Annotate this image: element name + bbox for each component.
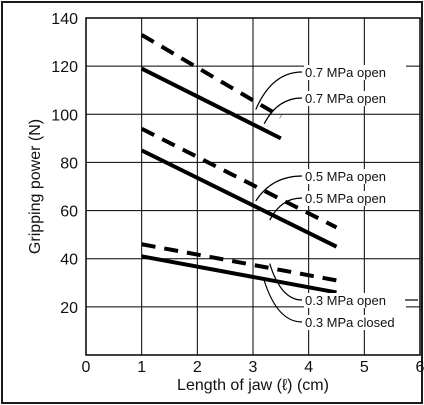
annotation-leader-line <box>255 175 303 202</box>
y-axis-label: Gripping power (N) <box>27 119 44 254</box>
annotation-label: 0.5 MPa open <box>305 169 386 184</box>
annotation-label: 0.3 MPa closed <box>305 315 395 330</box>
x-tick-label: 6 <box>416 359 424 376</box>
y-tick-label: 140 <box>51 11 78 28</box>
series-line-solid <box>140 148 338 249</box>
y-tick-label: 100 <box>51 107 78 124</box>
series-line-dashed <box>140 33 282 119</box>
y-tick-label: 40 <box>60 252 78 269</box>
plot-area <box>85 17 421 356</box>
y-tick-label: 80 <box>60 155 78 172</box>
tick-labels: 0 1 2 3 4 5 6 20 40 60 80 100 120 140 <box>51 11 424 376</box>
annotation-label-bg <box>304 65 406 80</box>
annotation-label-bg <box>304 191 406 206</box>
annotation-leader-line <box>263 97 303 125</box>
series-line-dashed <box>140 126 338 230</box>
series-line-solid <box>140 66 282 141</box>
annotation-label: 0.3 MPa open <box>305 293 386 308</box>
y-tick-label: 20 <box>60 300 78 317</box>
annotations: 0.7 MPa open 0.7 MPa open 0.5 MPa open 0.5 … <box>255 65 418 330</box>
annotation-label: 0.7 MPa open <box>305 91 386 106</box>
x-tick-label: 5 <box>360 359 369 376</box>
annotation-leader-line <box>269 197 303 221</box>
x-tick-label: 4 <box>304 359 313 376</box>
annotation-leader-line <box>255 71 303 110</box>
x-tick-label: 2 <box>193 359 202 376</box>
annotation-label: 0.7 MPa open <box>305 65 386 80</box>
x-axis-label: Length of jaw (ℓ) (cm) <box>177 377 329 394</box>
x-tick-label: 1 <box>137 359 146 376</box>
series-lines <box>140 33 338 295</box>
annotation-label-bg <box>304 169 406 184</box>
y-tick-label: 120 <box>51 59 78 76</box>
series-line-dashed <box>141 242 337 283</box>
annotation-leader-line <box>269 263 303 301</box>
y-tick-label: 60 <box>60 204 78 221</box>
annotation-label: 0.5 MPa open <box>305 191 386 206</box>
annotation-label-bg <box>304 293 406 308</box>
annotation-label-bg <box>304 315 406 330</box>
annotation-label-bg <box>304 91 406 106</box>
series-line-solid <box>141 254 337 295</box>
x-tick-label: 0 <box>82 359 91 376</box>
x-tick-label: 3 <box>249 359 258 376</box>
annotation-leader-line <box>263 280 303 323</box>
